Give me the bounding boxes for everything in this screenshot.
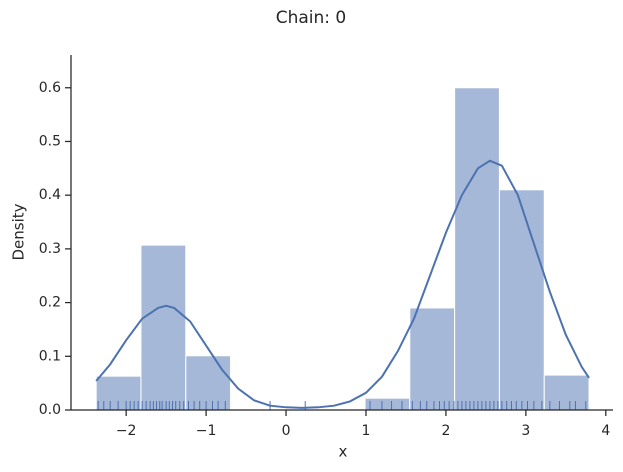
kde-line bbox=[95, 159, 590, 409]
x-tick-label: 1 bbox=[362, 423, 371, 439]
bar bbox=[498, 189, 545, 411]
bar bbox=[543, 374, 590, 411]
y-tick-label: 0.6 bbox=[39, 80, 61, 96]
bar bbox=[364, 397, 411, 411]
bar bbox=[140, 244, 187, 411]
y-tick-label: 0.5 bbox=[39, 133, 61, 149]
x-tick-label: 2 bbox=[441, 423, 450, 439]
bar bbox=[185, 355, 232, 411]
bar bbox=[454, 87, 500, 411]
y-axis-label: Density bbox=[10, 203, 28, 260]
x-axis-label: x bbox=[339, 443, 348, 461]
y-tick-label: 0.0 bbox=[39, 402, 61, 418]
x-tick-label: 3 bbox=[521, 423, 530, 439]
bar bbox=[409, 307, 456, 411]
y-tick-label: 0.3 bbox=[39, 241, 61, 257]
chart-title: Chain: 0 bbox=[276, 8, 347, 28]
x-tick-label: −1 bbox=[196, 423, 217, 439]
x-tick-label: −2 bbox=[116, 423, 137, 439]
y-tick-label: 0.2 bbox=[39, 295, 61, 311]
x-tick-label: 0 bbox=[282, 423, 291, 439]
y-tick-label: 0.4 bbox=[39, 187, 61, 203]
y-tick-label: 0.1 bbox=[39, 348, 61, 364]
x-tick-label: 4 bbox=[601, 423, 610, 439]
